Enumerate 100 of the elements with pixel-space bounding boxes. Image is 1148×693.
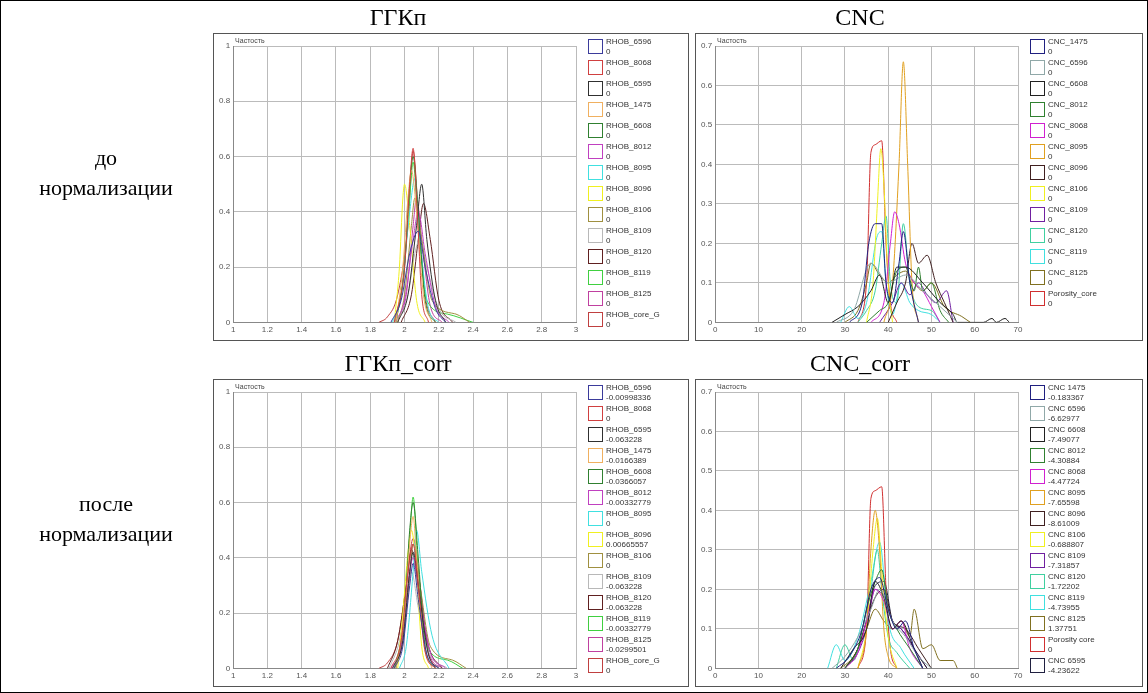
legend-label: CNC_8119 0 — [1048, 247, 1087, 267]
legend-label: CNC 8119 -4.73955 — [1048, 593, 1085, 613]
legend-label: RHOB_8012 -0.00332779 — [606, 488, 652, 508]
legend-label: RHOB_core_G 0 — [606, 310, 660, 330]
y-tick-label: 0.2 — [701, 238, 713, 248]
y-tick-label: 0.6 — [219, 497, 231, 507]
chart-title: ГГКп — [368, 3, 428, 31]
chart-title: CNC_corr — [809, 349, 911, 377]
text: до нормализации — [38, 144, 174, 202]
legend-label: CNC_8096 0 — [1048, 163, 1088, 183]
legend-label: RHOB_6596 0 — [606, 37, 652, 57]
x-tick-label: 40 — [883, 671, 894, 681]
x-tick-label: 2.2 — [433, 325, 445, 335]
legend-label: RHOB_8106 0 — [606, 205, 652, 225]
y-tick-label: 0 — [225, 663, 231, 673]
legend-label: CNC_8120 0 — [1048, 226, 1088, 246]
x-tick-label: 2.4 — [467, 325, 480, 335]
x-tick-label: 30 — [840, 325, 850, 335]
y-tick-label: 0.5 — [701, 120, 713, 130]
legend-label: RHOB_6608 -0.0366057 — [606, 467, 652, 487]
legend-label: RHOB_8109 0 — [606, 226, 652, 246]
y-tick-label: 0.8 — [219, 96, 231, 106]
y-tick-label: 0.4 — [219, 553, 231, 563]
x-tick-label: 2 — [402, 671, 408, 681]
y-tick-label: 0 — [707, 317, 713, 327]
legend-label: RHOB_8119 -0.00332779 — [606, 614, 651, 634]
chart-title: CNC — [834, 3, 886, 31]
y-tick-label: 0 — [707, 663, 713, 673]
x-tick-label: 1.6 — [330, 325, 343, 335]
x-tick-label: 2.8 — [536, 671, 548, 681]
legend-label: RHOB_1475 0 — [606, 100, 652, 120]
legend-label: CNC 8125 1.37751 — [1048, 614, 1086, 634]
legend-label: RHOB_1475 -0.0166389 — [606, 446, 652, 466]
legend-label: RHOB_6608 0 — [606, 121, 652, 141]
legend-label: RHOB_8120 0 — [606, 247, 652, 267]
legend-label: CNC_8106 0 — [1048, 184, 1088, 204]
x-tick-label: 40 — [883, 325, 894, 335]
y-tick-label: 0 — [225, 317, 231, 327]
text: после нормализации — [38, 490, 174, 548]
x-tick-label: 1.2 — [261, 325, 274, 335]
legend-label: CNC 8095 -7.65598 — [1048, 488, 1086, 508]
legend-label: CNC 8120 -1.72202 — [1048, 572, 1086, 592]
y-tick-label: 0.2 — [701, 584, 713, 594]
legend-label: RHOB_core_G 0 — [606, 656, 660, 676]
y-tick-label: 0.2 — [219, 262, 231, 272]
legend-label: CNC 8012 -4.30884 — [1048, 446, 1086, 466]
x-tick-label: 30 — [840, 671, 850, 681]
y-tick-label: 0.8 — [219, 442, 231, 452]
y-tick-label: 0.7 — [701, 41, 713, 51]
x-tick-label: 1.8 — [364, 671, 377, 681]
y-tick-label: 0.6 — [219, 151, 231, 161]
y-tick-label: 1 — [225, 387, 231, 397]
y-tick-label: 0.1 — [701, 624, 713, 634]
legend-label: RHOB_8096 0 — [606, 184, 652, 204]
x-tick-label: 1.8 — [364, 325, 377, 335]
legend-label: CNC_6608 0 — [1048, 79, 1088, 99]
x-tick-label: 70 — [1013, 671, 1023, 681]
legend-label: RHOB_8125 0 — [606, 289, 652, 309]
legend-label: RHOB_6595 0 — [606, 79, 652, 99]
x-tick-label: 60 — [970, 671, 980, 681]
legend-label: Porosity core 0 — [1048, 635, 1095, 655]
x-tick-label: 3 — [573, 671, 579, 681]
legend-label: CNC 6596 -6.62977 — [1048, 404, 1086, 424]
legend-label: CNC_6596 0 — [1048, 58, 1088, 78]
legend-label: RHOB_8120 -0.063228 — [606, 593, 652, 613]
x-tick-label: 50 — [927, 671, 937, 681]
x-tick-label: 70 — [1013, 325, 1023, 335]
legend-label: CNC_8109 0 — [1048, 205, 1088, 225]
legend-label: RHOB_8106 0 — [606, 551, 652, 571]
legend-label: CNC 8109 -7.31857 — [1048, 551, 1086, 571]
x-tick-label: 1.4 — [296, 325, 308, 335]
x-tick-label: 20 — [797, 671, 807, 681]
y-tick-label: 0.3 — [701, 199, 713, 209]
y-tick-label: 0.2 — [219, 608, 231, 618]
legend-label: CNC_8068 0 — [1048, 121, 1088, 141]
x-tick-label: 2.2 — [433, 671, 445, 681]
legend-label: RHOB_8096 0.00665557 — [606, 530, 652, 550]
legend-label: CNC_8012 0 — [1048, 100, 1088, 120]
y-tick-label: 0.4 — [701, 505, 713, 515]
legend-label: RHOB_8095 0 — [606, 163, 652, 183]
legend-label: CNC 8106 -0.688807 — [1048, 530, 1086, 550]
legend-label: RHOB_8125 -0.0299501 — [606, 635, 652, 655]
x-tick-label: 10 — [753, 671, 764, 681]
legend-label: RHOB_8068 0 — [606, 58, 652, 78]
x-tick-label: 2.8 — [536, 325, 548, 335]
legend-label: RHOB_8109 -0.063228 — [606, 572, 652, 592]
chart-title: ГГКп_corr — [343, 349, 453, 377]
y-tick-label: 0.5 — [701, 466, 713, 476]
x-tick-label: 2.6 — [501, 671, 514, 681]
legend-label: RHOB_8068 0 — [606, 404, 652, 424]
legend-label: CNC 6595 -4.23622 — [1048, 656, 1086, 676]
y-tick-label: 0.6 — [701, 80, 713, 90]
legend-label: CNC 8096 -8.61009 — [1048, 509, 1086, 529]
x-tick-label: 1.2 — [261, 671, 274, 681]
legend-label: CNC_1475 0 — [1048, 37, 1088, 57]
x-tick-label: 10 — [753, 325, 764, 335]
x-tick-label: 50 — [927, 325, 937, 335]
x-tick-label: 2.4 — [467, 671, 480, 681]
y-tick-label: 0.1 — [701, 278, 713, 288]
legend-label: Porosity_core 0 — [1048, 289, 1097, 309]
